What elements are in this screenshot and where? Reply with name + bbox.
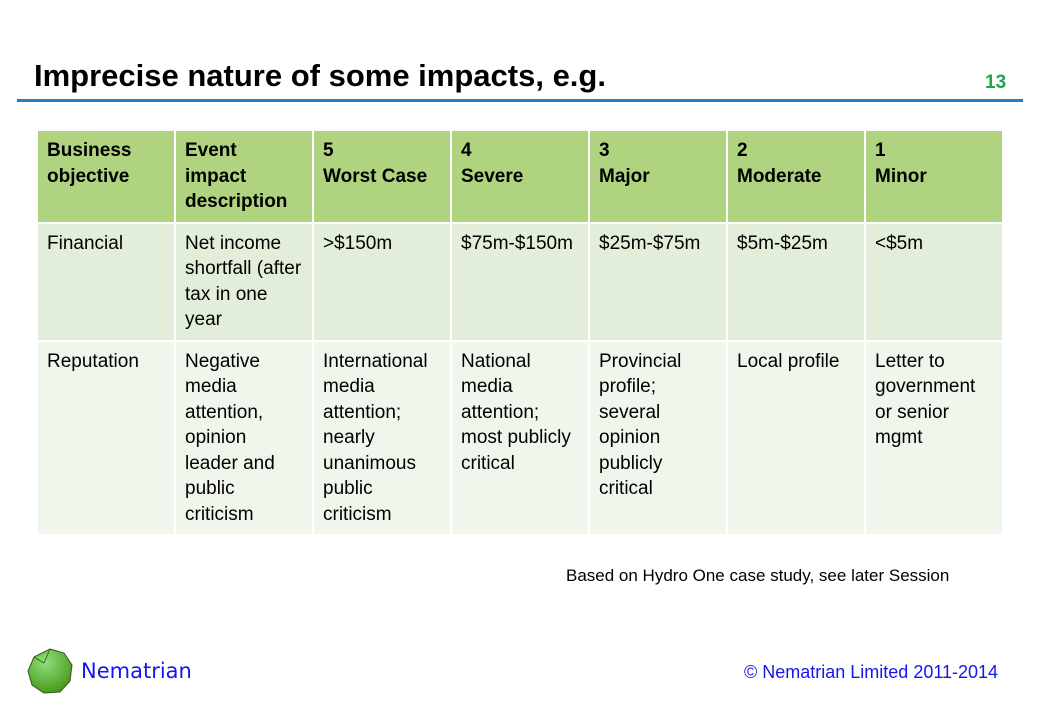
table-cell: $75m-$150m bbox=[450, 221, 590, 342]
impact-table: Business objective Event impact descript… bbox=[36, 129, 1004, 536]
header-cell: 3 Major bbox=[588, 129, 728, 224]
title-divider bbox=[17, 99, 1023, 102]
table-cell: Net income shortfall (after tax in one y… bbox=[174, 221, 314, 342]
header-cell: 1 Minor bbox=[864, 129, 1004, 224]
table-cell: $5m-$25m bbox=[726, 221, 866, 342]
header-cell: 5 Worst Case bbox=[312, 129, 452, 224]
slide-title: Imprecise nature of some impacts, e.g. bbox=[34, 58, 606, 93]
table-row: Financial Net income shortfall (after ta… bbox=[36, 221, 1004, 342]
source-note: Based on Hydro One case study, see later… bbox=[566, 566, 950, 585]
table-cell: Provincial profile; several opinion publ… bbox=[588, 339, 728, 536]
table-cell: Negative media attention, opinion leader… bbox=[174, 339, 314, 536]
table-cell: National media attention; most publicly … bbox=[450, 339, 590, 536]
header-cell: 2 Moderate bbox=[726, 129, 866, 224]
table-cell: Local profile bbox=[726, 339, 866, 536]
table-cell: Reputation bbox=[36, 339, 176, 536]
table-cell: >$150m bbox=[312, 221, 452, 342]
table-cell: <$5m bbox=[864, 221, 1004, 342]
table-cell: Letter to government or senior mgmt bbox=[864, 339, 1004, 536]
header-cell: Business objective bbox=[36, 129, 176, 224]
header-cell: Event impact description bbox=[174, 129, 314, 224]
table-cell: International media attention; nearly un… bbox=[312, 339, 452, 536]
table-header-row: Business objective Event impact descript… bbox=[36, 129, 1004, 224]
table-row: Reputation Negative media attention, opi… bbox=[36, 339, 1004, 536]
brand-name: Nematrian bbox=[81, 659, 192, 683]
copyright: © Nematrian Limited 2011-2014 bbox=[744, 662, 999, 682]
header-cell: 4 Severe bbox=[450, 129, 590, 224]
nematrian-logo-icon bbox=[27, 648, 73, 694]
page-number: 13 bbox=[985, 72, 1007, 93]
table-cell: $25m-$75m bbox=[588, 221, 728, 342]
table-cell: Financial bbox=[36, 221, 176, 342]
